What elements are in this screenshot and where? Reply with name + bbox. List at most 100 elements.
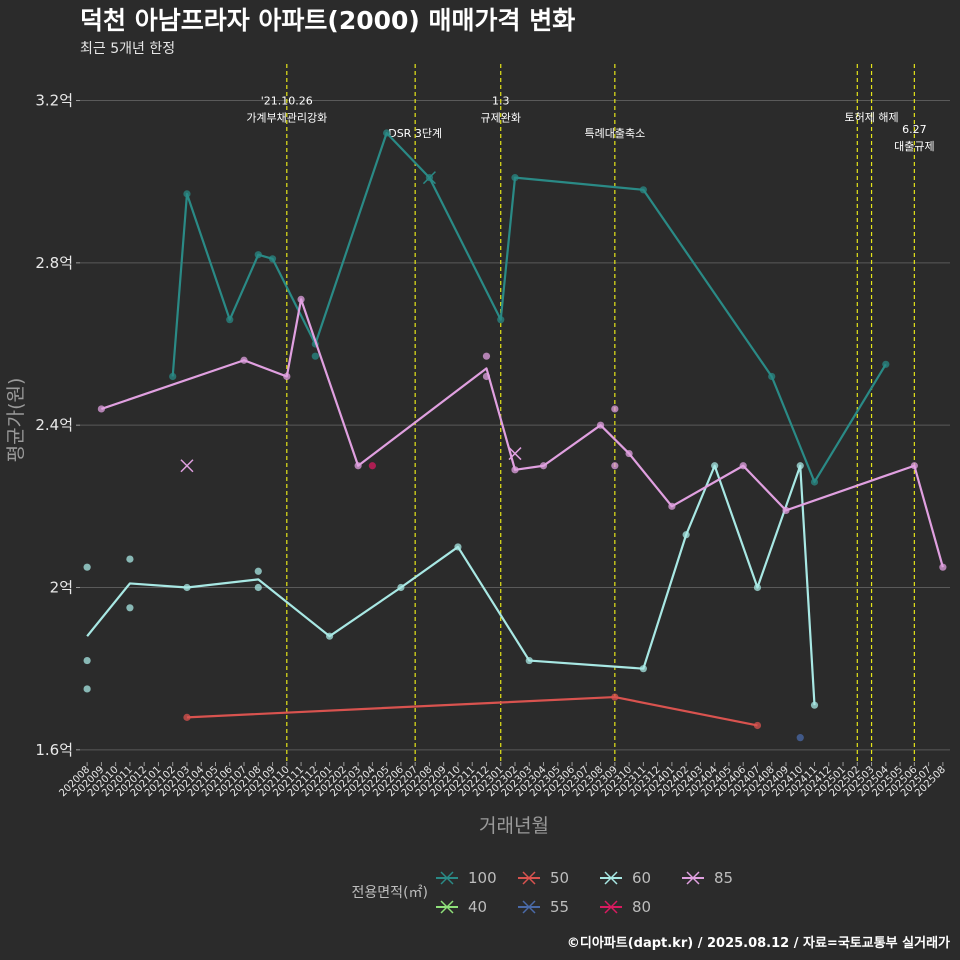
data-point-100 bbox=[768, 372, 776, 381]
x-axis: 2020082020092020102020112020122021012021… bbox=[57, 762, 948, 799]
event-label: 특례대출축소 bbox=[584, 127, 645, 140]
chart-title: 덕천 아남프라자 아파트(2000) 매매가격 변화 bbox=[80, 6, 575, 35]
legend-key-cross bbox=[604, 871, 618, 885]
legend-key-cross bbox=[522, 900, 536, 914]
data-point-85 bbox=[482, 372, 491, 381]
legend-label-100: 100 bbox=[468, 869, 497, 887]
event-label: 1.3 bbox=[492, 95, 510, 108]
data-point-100 bbox=[639, 186, 647, 194]
data-point-60 bbox=[639, 665, 647, 673]
data-point-60 bbox=[796, 462, 804, 470]
cross-marker-85 bbox=[508, 447, 522, 461]
legend-title: 전용면적(㎡) bbox=[352, 885, 428, 901]
data-point-60 bbox=[254, 583, 262, 592]
data-point-60 bbox=[83, 656, 91, 665]
series-line-60 bbox=[86, 464, 816, 706]
data-point-60 bbox=[711, 462, 719, 470]
data-point-60 bbox=[126, 555, 134, 563]
legend-key-cross bbox=[440, 900, 454, 914]
legend: 전용면적(㎡) 100 50 60 85 40 55 80 bbox=[352, 869, 734, 916]
x-axis-label: 거래년월 bbox=[479, 815, 549, 837]
event-label: 가계부채관리강화 bbox=[246, 112, 327, 125]
y-tick-label: 2.8억 bbox=[35, 254, 73, 272]
cross-stroke bbox=[508, 447, 522, 461]
data-point-100 bbox=[254, 251, 262, 259]
data-point-60 bbox=[397, 583, 405, 592]
data-point-60 bbox=[810, 701, 819, 709]
legend-key-55 bbox=[518, 900, 540, 914]
data-point-100 bbox=[226, 316, 234, 324]
cross-marker-100 bbox=[422, 171, 436, 185]
y-tick-label: 1.6억 bbox=[35, 741, 73, 759]
gridlines bbox=[80, 100, 950, 751]
data-point-85 bbox=[668, 502, 676, 510]
data-point-100 bbox=[882, 360, 890, 368]
data-point-60 bbox=[254, 567, 262, 575]
series-100 bbox=[169, 129, 890, 486]
legend-label-55: 55 bbox=[550, 898, 569, 916]
data-point-85 bbox=[297, 295, 305, 303]
series-55 bbox=[796, 734, 804, 742]
data-point-60 bbox=[525, 656, 533, 665]
legend-label-40: 40 bbox=[468, 898, 487, 916]
data-point-60 bbox=[183, 583, 191, 592]
event-label: 규제완화 bbox=[480, 112, 520, 125]
legend-key-50 bbox=[518, 871, 540, 885]
legend-key-80 bbox=[600, 900, 622, 914]
y-tick-label: 2.4억 bbox=[35, 416, 73, 434]
chart-subtitle: 최근 5개년 한정 bbox=[80, 41, 175, 57]
data-point-50 bbox=[183, 713, 191, 721]
source-caption: ©디아파트(dapt.kr) / 2025.08.12 / 자료=국토교통부 실… bbox=[567, 935, 950, 951]
y-tick-label: 3.2억 bbox=[35, 92, 73, 110]
data-point-100 bbox=[311, 352, 319, 360]
data-point-100 bbox=[169, 372, 177, 381]
data-point-60 bbox=[682, 531, 690, 539]
data-point-85 bbox=[482, 352, 491, 360]
legend-key-100 bbox=[436, 871, 458, 885]
legend-key-cross bbox=[604, 900, 618, 914]
series-80 bbox=[368, 462, 376, 470]
data-point-60 bbox=[753, 583, 762, 592]
y-tick-label: 2억 bbox=[50, 579, 73, 597]
series-50 bbox=[183, 693, 762, 730]
data-point-85 bbox=[97, 405, 105, 413]
series-line-100 bbox=[171, 131, 887, 484]
legend-key-40 bbox=[436, 900, 458, 914]
data-point-50 bbox=[611, 693, 619, 701]
cross-marker-85 bbox=[180, 459, 194, 473]
data-point-60 bbox=[83, 563, 91, 571]
cross-stroke bbox=[180, 459, 194, 473]
data-point-55 bbox=[796, 734, 804, 742]
data-point-100 bbox=[497, 316, 505, 324]
data-point-85 bbox=[511, 466, 519, 474]
legend-key-60 bbox=[600, 871, 622, 885]
legend-key-cross bbox=[440, 871, 454, 885]
legend-label-85: 85 bbox=[714, 869, 733, 887]
event-label: 대출규제 bbox=[894, 140, 934, 153]
legend-key-cross bbox=[686, 871, 700, 885]
event-label: 토허제 해제 bbox=[845, 110, 899, 124]
data-point-85 bbox=[939, 563, 947, 571]
data-point-50 bbox=[753, 721, 762, 730]
data-point-100 bbox=[383, 129, 391, 137]
data-point-85 bbox=[739, 462, 747, 470]
legend-label-60: 60 bbox=[632, 869, 651, 887]
data-point-60 bbox=[83, 685, 91, 693]
event-label: '21.10.26 bbox=[261, 95, 313, 108]
series-line-85 bbox=[101, 298, 944, 568]
legend-label-50: 50 bbox=[550, 869, 569, 887]
data-point-85 bbox=[596, 421, 605, 429]
data-point-85 bbox=[910, 462, 918, 470]
legend-key-85 bbox=[682, 871, 704, 885]
data-point-100 bbox=[268, 255, 277, 263]
data-point-80 bbox=[368, 462, 376, 470]
event-label: 6.27 bbox=[902, 123, 927, 136]
data-point-85 bbox=[354, 462, 362, 470]
legend-key-cross bbox=[522, 871, 536, 885]
data-point-60 bbox=[454, 543, 462, 551]
data-point-85 bbox=[283, 372, 291, 381]
data-point-85 bbox=[539, 462, 548, 470]
data-point-85 bbox=[240, 356, 248, 364]
